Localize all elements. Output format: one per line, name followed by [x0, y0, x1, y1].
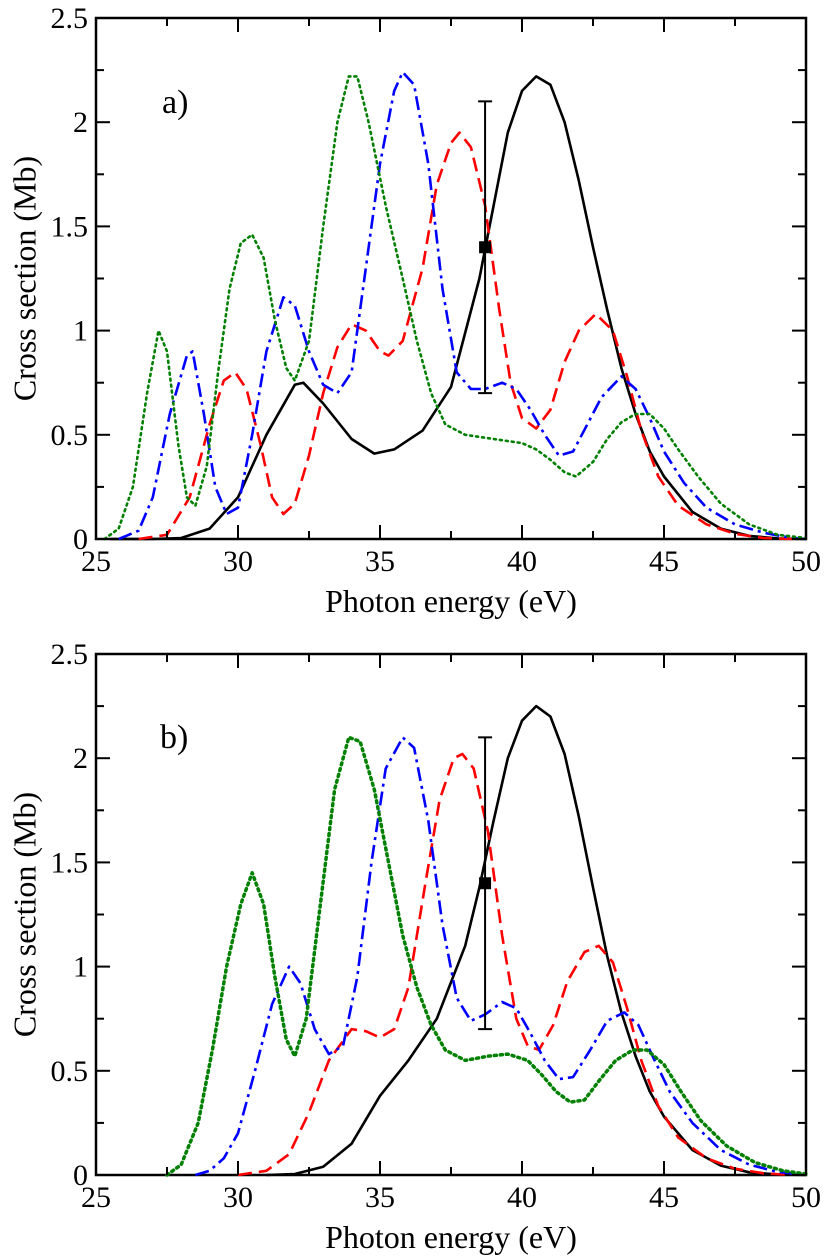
- series-line-green-dotted: [165, 735, 808, 1177]
- y-tick-label: 0.5: [51, 1055, 89, 1088]
- x-tick-label: 30: [223, 545, 253, 578]
- x-tick-label: 25: [81, 545, 111, 578]
- series-line-blue-dashdot: [195, 736, 807, 1177]
- data-series-group: [165, 704, 808, 1177]
- x-tick-label: 35: [365, 545, 395, 578]
- y-tick-label: 1.5: [51, 210, 89, 243]
- x-tick-label: 35: [365, 1181, 395, 1214]
- x-tick-label: 50: [791, 545, 821, 578]
- chart-panel-a: 25 30 35 40 45 50 0 0.5 1 1.5 2 2.5 a) Photon ener…: [6, 2, 821, 619]
- y-tick-label: 2.5: [51, 638, 89, 671]
- y-tick-label: 0.5: [51, 419, 89, 452]
- data-series-group: [103, 70, 808, 541]
- chart-panel-b: 25 30 35 40 45 50 0 0.5 1 1.5 2 2.5 b) Photon ener…: [6, 638, 821, 1255]
- series-line-red-dashed: [138, 131, 792, 541]
- x-tick-label: 45: [649, 1181, 679, 1214]
- data-point-marker: [479, 877, 492, 890]
- y-axis-ticks: 0 0.5 1 1.5 2 2.5: [51, 638, 806, 1192]
- y-tick-label: 1: [73, 315, 88, 348]
- data-point-marker: [479, 241, 492, 254]
- x-tick-label: 45: [649, 545, 679, 578]
- y-axis-label: Cross section (Mb): [6, 156, 42, 401]
- panel-label: b): [160, 719, 188, 756]
- y-tick-label: 2: [73, 742, 88, 775]
- y-tick-label: 2.5: [51, 2, 89, 35]
- panel-label: a): [162, 84, 188, 121]
- x-tick-label: 30: [223, 1181, 253, 1214]
- y-tick-label: 1.5: [51, 846, 89, 879]
- x-axis-label: Photon energy (eV): [325, 583, 577, 619]
- series-line-black-solid: [266, 704, 807, 1177]
- plot-area-frame: [94, 16, 808, 541]
- y-tick-label: 2: [73, 106, 88, 139]
- error-bar-group: [478, 100, 493, 395]
- x-axis-label: Photon energy (eV): [325, 1219, 577, 1255]
- x-tick-label: 40: [507, 545, 537, 578]
- y-tick-label: 1: [73, 951, 88, 984]
- y-axis-label: Cross section (Mb): [6, 792, 42, 1037]
- x-axis-ticks: 25 30 35 40 45 50: [81, 18, 821, 578]
- x-tick-label: 40: [507, 1181, 537, 1214]
- series-line-green-dotted: [103, 75, 808, 541]
- x-tick-label: 25: [81, 1181, 111, 1214]
- error-bar-group: [478, 736, 493, 1031]
- x-axis-ticks: 25 30 35 40 45 50: [81, 654, 821, 1214]
- y-tick-label: 0: [73, 523, 88, 556]
- y-tick-label: 0: [73, 1159, 88, 1192]
- x-tick-label: 50: [791, 1181, 821, 1214]
- y-axis-ticks: 0 0.5 1 1.5 2 2.5: [51, 2, 806, 556]
- series-line-red-dashed: [237, 752, 792, 1177]
- series-line-blue-dashdot: [118, 70, 807, 541]
- series-line-black-solid: [110, 75, 807, 541]
